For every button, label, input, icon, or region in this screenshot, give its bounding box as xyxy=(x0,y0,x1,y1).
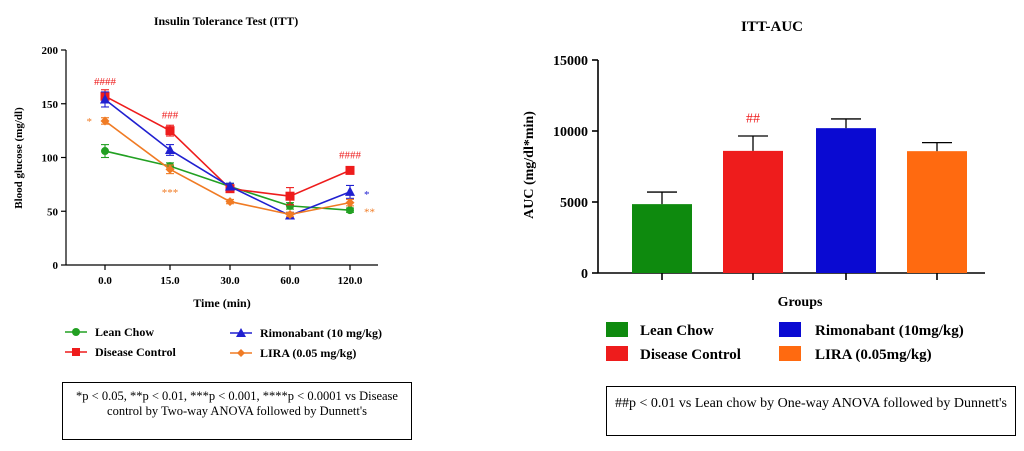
point-lira xyxy=(285,209,295,219)
left-x-tick-label: 15.0 xyxy=(160,275,180,287)
left-y-tick-label: 150 xyxy=(42,99,59,111)
legend-swatch-disease-auc xyxy=(606,346,628,361)
series-line-rimonabant xyxy=(104,98,351,217)
left-statistics-note: *p < 0.05, **p < 0.01, ***p < 0.001, ***… xyxy=(62,382,412,440)
right-y-tick-label: 15000 xyxy=(553,54,588,69)
significance-marker: * xyxy=(87,116,93,128)
right-statistics-note: ##p < 0.01 vs Lean chow by One-way ANOVA… xyxy=(606,386,1016,436)
left-chart-title: Insulin Tolerance Test (ITT) xyxy=(154,14,298,28)
legend-swatch-rimonabant-auc xyxy=(779,322,801,337)
series-lira xyxy=(100,116,355,219)
series-line-disease xyxy=(104,95,351,198)
point-rimonabant xyxy=(100,93,110,104)
left-ticks: 0 50 100 150 200 0.0 15.0 30.0 60.0 120.0 xyxy=(42,45,363,287)
left-y-axis-label: Blood glucose (mg/dl) xyxy=(13,107,25,209)
legend-label-disease-control: Disease Control xyxy=(95,345,176,359)
right-y-tick-label: 5000 xyxy=(560,196,588,211)
legend-item-lean-chow: Lean Chow xyxy=(65,325,154,339)
legend-item-lira: LIRA (0.05 mg/kg) xyxy=(230,346,356,360)
significance-marker: *** xyxy=(162,187,179,199)
significance-marker: ### xyxy=(162,110,179,122)
itt-line-chart: Insulin Tolerance Test (ITT) Blood gluco… xyxy=(13,14,382,360)
left-x-tick-label: 30.0 xyxy=(220,275,240,287)
legend-label-lira: LIRA (0.05 mg/kg) xyxy=(260,346,356,360)
itt-auc-bar-chart: ITT-AUC AUC (mg/dl*min) Groups 0 5000 1000… xyxy=(522,19,985,363)
left-x-tick-label: 0.0 xyxy=(98,275,112,287)
legend-marker-lean xyxy=(72,328,80,336)
point-lira xyxy=(225,197,235,207)
legend-label-rimonabant: Rimonabant (10 mg/kg) xyxy=(260,326,382,340)
point-lean xyxy=(286,201,294,210)
point-disease xyxy=(345,165,355,175)
legend-marker-lira xyxy=(237,349,245,357)
left-x-tick-label: 120.0 xyxy=(338,275,363,287)
legend-marker-disease xyxy=(72,348,80,356)
bar-disease xyxy=(723,150,783,273)
left-x-tick-label: 60.0 xyxy=(280,275,300,287)
point-lean xyxy=(346,206,354,215)
legend-item-lira-auc: LIRA (0.05mg/kg) xyxy=(779,346,932,363)
legend-item-disease-control-auc: Disease Control xyxy=(606,346,741,363)
significance-marker: * xyxy=(364,189,370,201)
point-disease xyxy=(285,191,295,201)
right-legend: Lean Chow Disease Control Rimonabant (10… xyxy=(606,322,964,363)
point-rimonabant xyxy=(165,144,175,154)
left-series xyxy=(100,89,355,220)
left-y-tick-label: 50 xyxy=(47,206,59,218)
legend-item-disease-control: Disease Control xyxy=(65,345,176,359)
legend-item-rimonabant-auc: Rimonabant (10mg/kg) xyxy=(779,322,964,339)
point-rimonabant xyxy=(345,186,355,196)
left-x-axis-label: Time (min) xyxy=(193,296,250,310)
legend-item-rimonabant: Rimonabant (10 mg/kg) xyxy=(230,326,382,340)
bar-rimonabant_bar xyxy=(816,128,876,273)
legend-swatch-lira-auc xyxy=(779,346,801,361)
legend-label-lean-chow: Lean Chow xyxy=(95,325,154,339)
right-chart-title: ITT-AUC xyxy=(741,19,803,35)
left-significance-annotations: ###########**** *** xyxy=(87,76,376,218)
right-significance-annotations: ## xyxy=(746,112,760,127)
right-y-tick-label: 10000 xyxy=(553,125,588,140)
left-legend: Lean Chow Disease Control Rimonabant (10… xyxy=(65,325,382,360)
right-y-tick-label: 0 xyxy=(581,267,588,282)
legend-item-lean-chow-auc: Lean Chow xyxy=(606,322,714,339)
legend-label-lira-auc: LIRA (0.05mg/kg) xyxy=(815,347,932,363)
right-ticks: 0 5000 10000 15000 xyxy=(553,54,938,282)
right-y-axis-label: AUC (mg/dl*min) xyxy=(522,111,537,219)
legend-label-rimonabant-auc: Rimonabant (10mg/kg) xyxy=(815,323,964,339)
point-lean xyxy=(101,147,109,156)
bar-lean_bar xyxy=(632,204,692,273)
point-rimonabant xyxy=(225,181,235,191)
point-disease xyxy=(165,126,175,136)
right-bars xyxy=(632,118,967,273)
legend-label-disease-control-auc: Disease Control xyxy=(640,347,741,363)
legend-label-lean-chow-auc: Lean Chow xyxy=(640,323,714,339)
point-lira xyxy=(100,116,110,126)
point-lira xyxy=(165,164,175,174)
legend-marker-rimonabant xyxy=(236,328,246,337)
left-y-tick-label: 200 xyxy=(42,45,59,57)
significance-marker: #### xyxy=(94,76,117,88)
significance-marker: ** xyxy=(364,206,375,218)
bar-lira_bar xyxy=(907,151,967,273)
right-x-axis-label: Groups xyxy=(778,295,823,310)
left-y-tick-label: 100 xyxy=(42,153,59,165)
legend-swatch-lean-auc xyxy=(606,322,628,337)
significance-marker-auc: ## xyxy=(746,112,760,127)
significance-marker: #### xyxy=(339,149,362,161)
point-lira xyxy=(345,198,355,208)
left-y-tick-label: 0 xyxy=(53,260,59,272)
